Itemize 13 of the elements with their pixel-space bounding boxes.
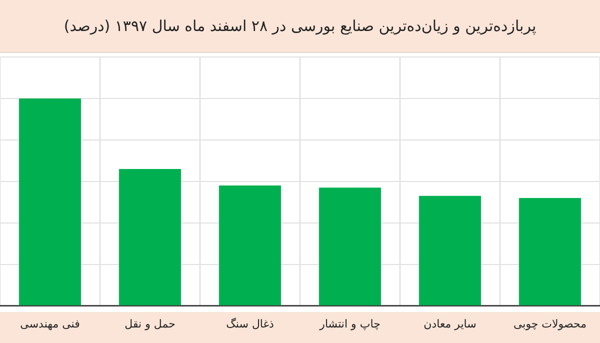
bar	[19, 98, 81, 306]
x-tick-label: حمل و نقل	[124, 317, 176, 330]
chart-title: پربازده‌ترین و زیان‌ده‌ترین صنایع بورسی در ۲۸ اسفند ماه سال ۱۳۹۷ (درصد)	[0, 0, 600, 53]
bar	[419, 196, 481, 306]
bar	[519, 198, 581, 306]
x-tick-label: چاپ و انتشار	[318, 317, 380, 330]
x-tick-label: فنی مهندسی	[20, 317, 80, 330]
x-tick-label: محصولات چوبی	[513, 317, 587, 330]
x-tick-label: ذغال سنگ	[226, 317, 274, 330]
bar	[119, 168, 181, 306]
bar	[319, 188, 381, 306]
bar	[219, 186, 281, 306]
x-tick-label: سایر معادن	[424, 317, 476, 330]
